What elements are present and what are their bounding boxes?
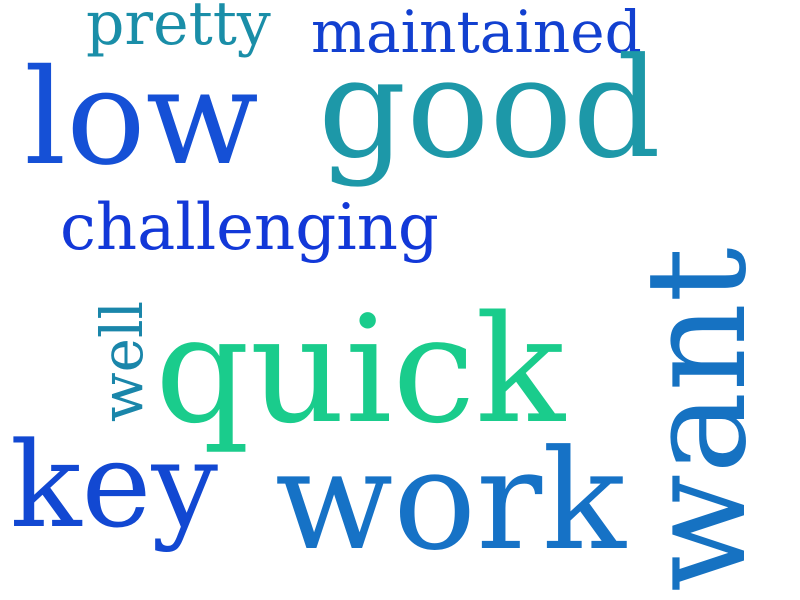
word-maintained: maintained	[311, 0, 642, 66]
word-challenging: challenging	[60, 191, 439, 265]
word-pretty: pretty	[86, 0, 271, 59]
word-well: well	[88, 300, 156, 422]
word-want: want	[616, 247, 777, 592]
word-quick: quick	[155, 284, 565, 456]
word-work: work	[275, 420, 626, 581]
word-low: low	[24, 41, 259, 195]
word-good: good	[318, 28, 661, 189]
word-key: key	[10, 416, 218, 554]
